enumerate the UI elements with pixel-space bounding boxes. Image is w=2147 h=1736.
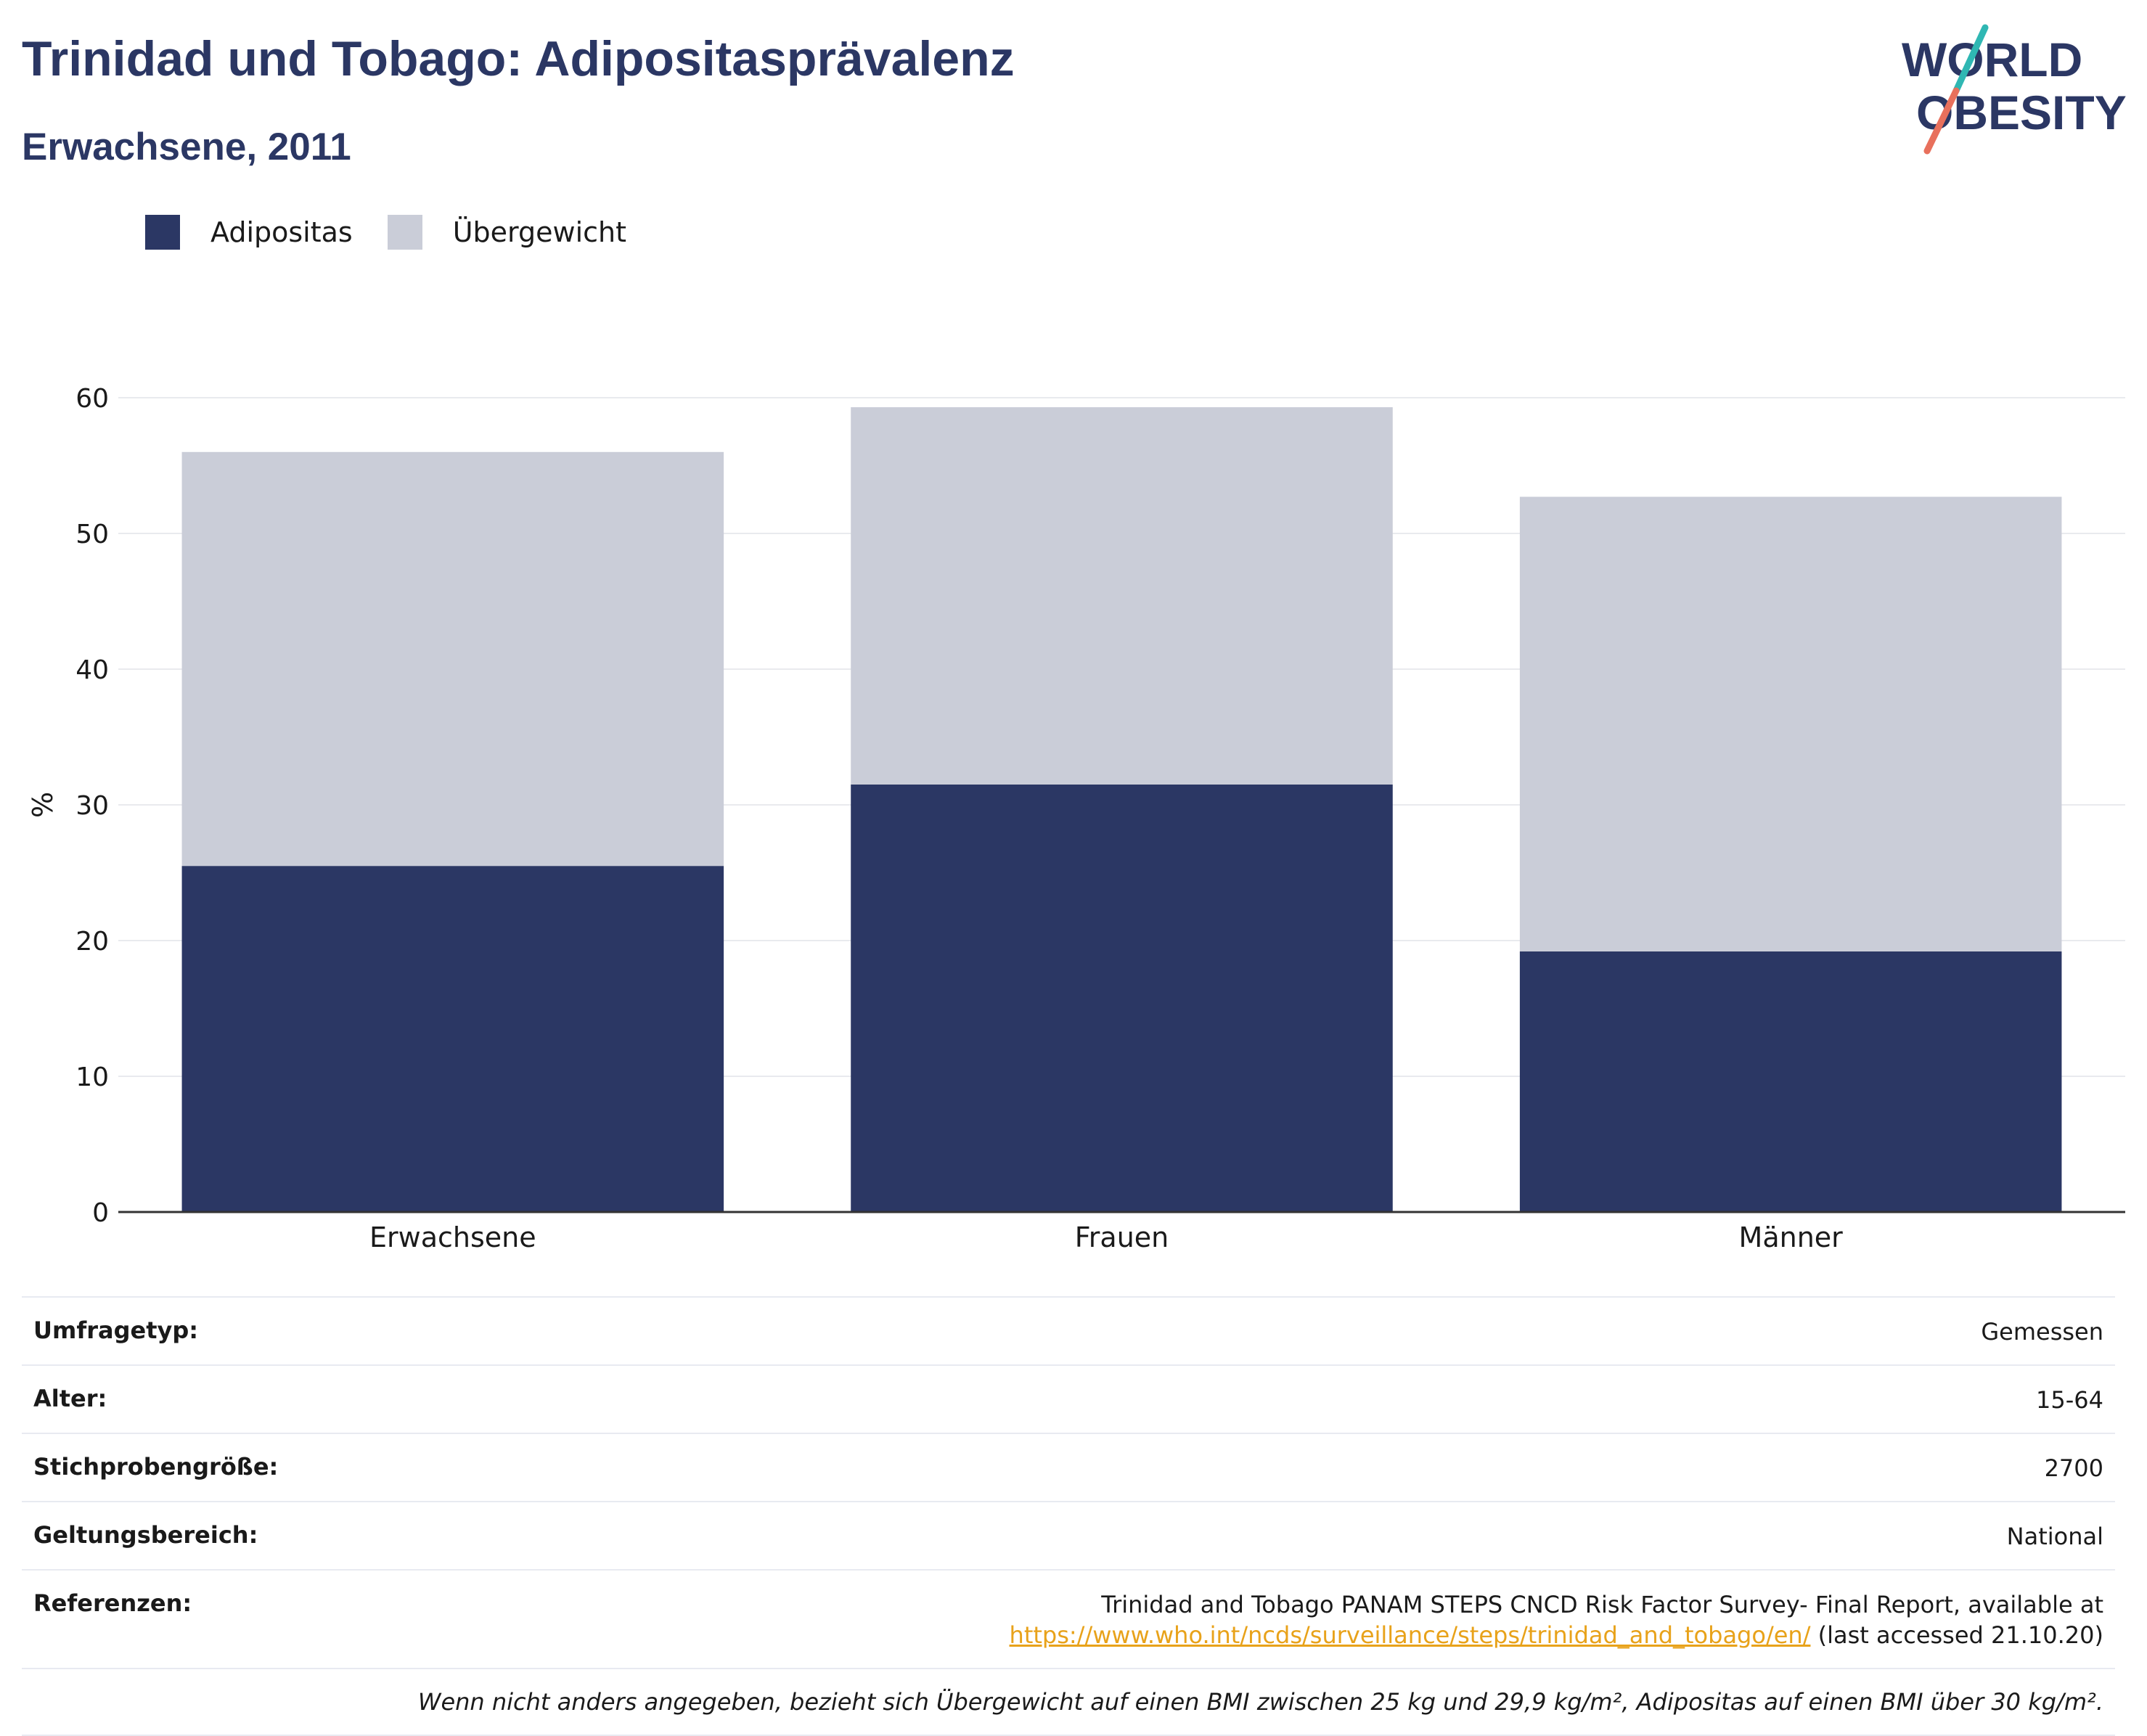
survey-info-table: Umfragetyp: Gemessen Alter: 15-64 Stichp… — [22, 1296, 2115, 1736]
info-value: Trinidad and Tobago PANAM STEPS CNCD Ris… — [1010, 1589, 2103, 1650]
y-tick-label: 60 — [75, 384, 109, 414]
legend-item-adipositas: Adipositas — [145, 215, 353, 250]
bar-adipositas-erwachsene — [181, 866, 724, 1212]
y-tick-label: 30 — [75, 791, 109, 821]
bar--bergewicht-m-nner — [1519, 496, 2062, 951]
legend-item-uebergewicht: Übergewicht — [387, 215, 626, 250]
reference-text: Trinidad and Tobago PANAM STEPS CNCD Ris… — [1101, 1591, 2103, 1618]
info-value: National — [2006, 1523, 2103, 1550]
legend-label-adipositas: Adipositas — [210, 216, 353, 248]
info-key: Geltungsbereich: — [33, 1521, 258, 1549]
info-key: Stichprobengröße: — [33, 1453, 279, 1481]
info-value: 2700 — [2044, 1454, 2103, 1482]
y-tick-label: 50 — [75, 520, 109, 549]
legend-swatch-adipositas — [145, 215, 180, 250]
info-row-sample-size: Stichprobengröße: 2700 — [22, 1433, 2115, 1501]
bar--bergewicht-frauen — [851, 407, 1393, 785]
x-tick-label: Frauen — [1075, 1221, 1169, 1253]
logo-line1: WORLD — [1902, 33, 2082, 86]
info-key: Umfragetyp: — [33, 1317, 199, 1344]
legend-swatch-uebergewicht — [387, 215, 422, 250]
info-row-survey-type: Umfragetyp: Gemessen — [22, 1296, 2115, 1364]
logo-slash-bottom — [1923, 87, 1960, 155]
reference-suffix: (last accessed 21.10.20) — [1810, 1621, 2103, 1649]
chart-legend: Adipositas Übergewicht — [145, 215, 661, 250]
stacked-bar-chart: 0 10 20 30 40 50 60% Erwachsene Frauen Männer — [27, 384, 2125, 1253]
info-row-references: Referenzen: Trinidad and Tobago PANAM ST… — [22, 1569, 2115, 1668]
y-tick-label: 10 — [75, 1063, 109, 1092]
page-subtitle: Erwachsene, 2011 — [22, 126, 351, 168]
info-row-scope: Geltungsbereich: National — [22, 1501, 2115, 1569]
info-key: Alter: — [33, 1385, 107, 1412]
world-obesity-logo: WORLD OBESITY — [1902, 24, 2127, 155]
reference-link[interactable]: https://www.who.int/ncds/surveillance/st… — [1009, 1621, 1811, 1649]
info-value: 15-64 — [2036, 1386, 2103, 1414]
bar-adipositas-frauen — [851, 784, 1393, 1212]
y-tick-label: 0 — [92, 1198, 109, 1228]
y-tick-label: 40 — [75, 655, 109, 685]
x-tick-label: Männer — [1739, 1221, 1844, 1253]
y-tick-label: 20 — [75, 927, 109, 957]
y-axis-label: % — [27, 792, 59, 818]
bar--bergewicht-erwachsene — [181, 451, 724, 867]
page-title: Trinidad und Tobago: Adipositasprävalenz — [22, 31, 1015, 86]
info-value: Gemessen — [1981, 1318, 2103, 1346]
bar-adipositas-m-nner — [1519, 951, 2062, 1212]
legend-label-uebergewicht: Übergewicht — [452, 216, 626, 248]
logo-slash-top — [1952, 24, 1989, 94]
x-tick-label: Erwachsene — [369, 1221, 536, 1253]
info-key: Referenzen: — [33, 1589, 192, 1617]
bmi-footnote: Wenn nicht anders angegeben, bezieht sic… — [22, 1668, 2115, 1736]
info-row-age: Alter: 15-64 — [22, 1364, 2115, 1433]
